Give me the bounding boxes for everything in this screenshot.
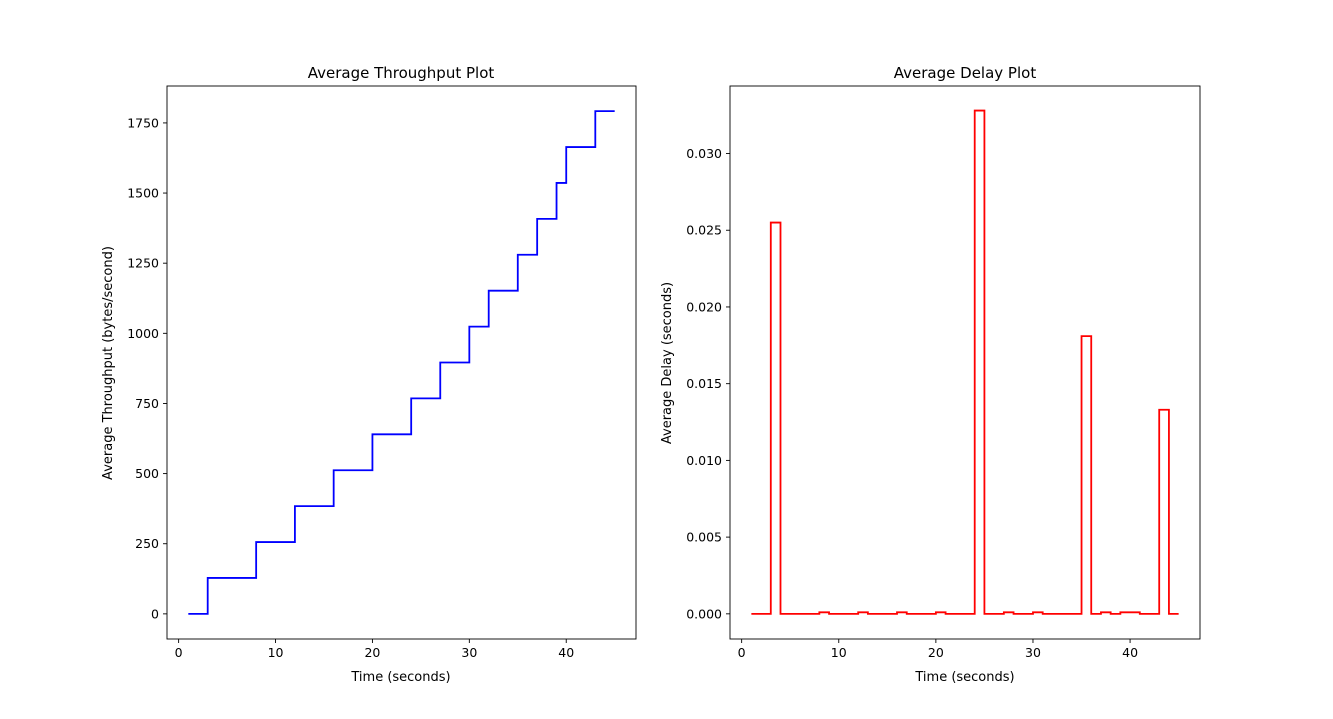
delay-y-tick-label: 0.005 [686, 530, 722, 545]
delay-x-tick-label: 30 [1025, 645, 1041, 660]
throughput-series-line [188, 110, 615, 615]
delay-x-tick-label: 0 [738, 645, 746, 660]
throughput-x-tick-label: 20 [364, 645, 380, 660]
throughput-y-tick-label: 1500 [127, 186, 159, 201]
throughput-chart: Average Throughput Plot Time (seconds) A… [101, 64, 637, 685]
delay-chart-title: Average Delay Plot [894, 64, 1037, 82]
throughput-y-tick-label: 250 [135, 536, 159, 551]
delay-plot-frame [729, 85, 1201, 640]
delay-chart: Average Delay Plot Time (seconds) Averag… [660, 64, 1201, 685]
throughput-x-tick-label: 40 [558, 645, 574, 660]
delay-y-tick-label: 0.010 [686, 453, 722, 468]
throughput-plot-frame [166, 85, 637, 640]
throughput-x-tick-label: 10 [268, 645, 284, 660]
delay-x-tick-label: 20 [928, 645, 944, 660]
delay-y-tick-label: 0.030 [686, 146, 722, 161]
throughput-x-tick-label: 0 [175, 645, 183, 660]
throughput-y-tick-label: 750 [135, 396, 159, 411]
throughput-chart-title: Average Throughput Plot [308, 64, 495, 82]
throughput-y-tick-label: 1250 [127, 256, 159, 271]
delay-y-tick-label: 0.015 [686, 376, 722, 391]
delay-x-axis-label: Time (seconds) [914, 670, 1014, 685]
delay-y-tick-label: 0.025 [686, 223, 722, 238]
throughput-y-tick-label: 500 [135, 466, 159, 481]
throughput-x-axis-label: Time (seconds) [350, 670, 450, 685]
throughput-y-axis-label: Average Throughput (bytes/second) [101, 246, 116, 480]
delay-x-tick-label: 40 [1122, 645, 1138, 660]
delay-y-tick-label: 0.000 [686, 606, 722, 621]
throughput-x-tick-label: 30 [461, 645, 477, 660]
throughput-y-tick-label: 1000 [127, 326, 159, 341]
delay-x-tick-label: 10 [831, 645, 847, 660]
throughput-y-tick-label: 0 [151, 606, 159, 621]
delay-y-tick-label: 0.020 [686, 299, 722, 314]
throughput-y-tick-label: 1750 [127, 115, 159, 130]
delay-y-axis-label: Average Delay (seconds) [660, 282, 675, 444]
delay-series-line [751, 109, 1179, 615]
